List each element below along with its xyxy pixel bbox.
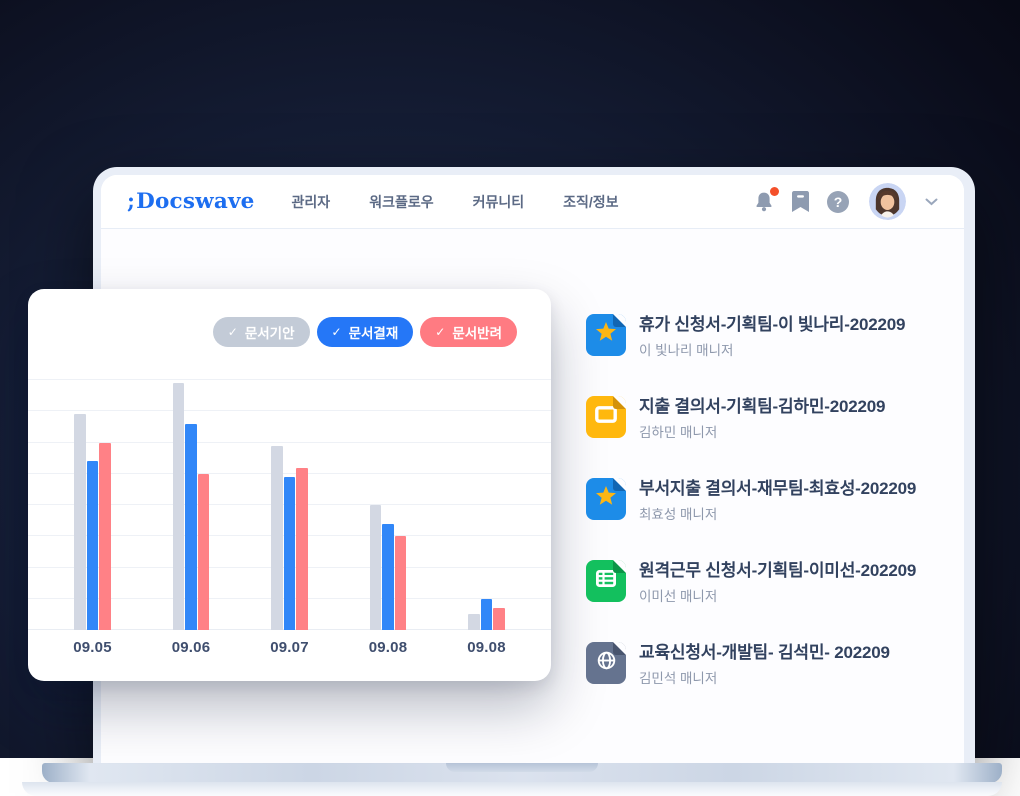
doc-title: 부서지출 결의서-재무팀-최효성-202209 [639, 479, 917, 498]
legend-pill-1[interactable]: ✓ 문서결재 [316, 317, 414, 347]
x-tick-label: 09.06 [171, 639, 211, 656]
chart-x-axis-labels: 09.05 09.06 09.07 09.08 09.08 [28, 639, 551, 656]
gridline-70 [28, 410, 551, 412]
bar-groups [28, 380, 551, 630]
bar-문서기안 [468, 614, 480, 630]
bar-group-09.08 [369, 505, 407, 630]
svg-text:?: ? [834, 194, 843, 210]
recent-documents-list: 휴가 신청서-기획팀-이 빛나리-202209 이 빛나리 매니저 지출 결의서… [586, 314, 956, 687]
bar-chart-plot [28, 379, 551, 630]
x-tick-label: 09.08 [368, 639, 408, 656]
doc-list-item[interactable]: 지출 결의서-기획팀-김하민-202209 김하민 매니저 [586, 396, 956, 441]
doc-title: 지출 결의서-기획팀-김하민-202209 [639, 397, 886, 416]
doc-subtitle: 김하민 매니저 [639, 425, 718, 440]
slides-doc-icon [586, 396, 626, 438]
logo-text: Docswave [136, 189, 255, 214]
bookmark-icon[interactable] [792, 191, 809, 212]
check-icon: ✓ [227, 325, 238, 339]
bar-문서결재 [185, 423, 197, 630]
bar-문서반려 [493, 608, 505, 630]
gridline-50 [28, 472, 551, 474]
doc-list-item[interactable]: 교육신청서-개발팀- 김석민- 202209 김민석 매니저 [586, 642, 956, 687]
doc-subtitle: 최효성 매니저 [639, 507, 718, 522]
bar-문서기안 [74, 414, 86, 630]
bar-group-09.06 [172, 383, 210, 630]
doc-title: 원격근무 신청서-기획팀-이미선-202209 [639, 561, 917, 580]
starred-doc-icon [586, 314, 626, 356]
bar-문서기안 [172, 383, 184, 630]
doc-list-item[interactable]: 원격근무 신청서-기획팀-이미선-202209 이미선 매니저 [586, 560, 956, 605]
bar-문서기안 [369, 505, 381, 630]
document-stats-chart-card: ✓ 문서기안 ✓ 문서결재 ✓ 문서반려 09.05 09.06 09.07 09.0… [28, 289, 551, 681]
docswave-logo[interactable]: ; Docswave [127, 189, 255, 214]
nav-item-1[interactable]: 워크플로우 [369, 193, 434, 210]
check-icon: ✓ [331, 325, 342, 339]
doc-subtitle: 이 빛나리 매니저 [639, 343, 734, 358]
bar-문서결재 [86, 461, 98, 630]
bar-문서기안 [271, 445, 283, 630]
x-tick-label: 09.05 [73, 639, 112, 656]
doc-subtitle: 김민석 매니저 [639, 671, 718, 686]
doc-title: 휴가 신청서-기획팀-이 빛나리-202209 [639, 315, 906, 334]
legend-pill-0[interactable]: ✓ 문서기안 [212, 317, 310, 347]
app-header: ; Docswave 관리자 워크플로우 커뮤니티 조직/정보 [101, 175, 964, 229]
chevron-down-icon[interactable] [925, 193, 938, 211]
notification-dot [770, 187, 779, 196]
globe-doc-icon [586, 642, 626, 684]
bar-문서결재 [382, 523, 394, 630]
check-icon: ✓ [435, 325, 446, 339]
starred-doc-icon [586, 478, 626, 520]
chart-legend: ✓ 문서기안 ✓ 문서결재 ✓ 문서반려 [212, 317, 517, 347]
legend-pill-2[interactable]: ✓ 문서반려 [420, 317, 517, 347]
laptop-base-notch [446, 763, 598, 772]
header-actions: ? [753, 183, 938, 220]
user-avatar[interactable] [869, 183, 906, 220]
bar-group-09.07 [271, 445, 308, 630]
nav-item-3[interactable]: 조직/정보 [563, 193, 619, 210]
bar-group-09.05 [74, 414, 111, 630]
laptop-base [42, 763, 1002, 783]
notification-bell-icon[interactable] [753, 187, 779, 213]
logo-mark: ; [127, 189, 136, 214]
nav-item-0[interactable]: 관리자 [291, 193, 331, 210]
gridline-80 [28, 379, 551, 380]
bar-문서반려 [296, 467, 308, 630]
gridline-60 [28, 441, 551, 443]
main-nav: 관리자 워크플로우 커뮤니티 조직/정보 [292, 192, 619, 212]
bar-문서결재 [283, 476, 295, 630]
bar-문서반려 [197, 473, 209, 630]
bar-문서반려 [99, 442, 111, 630]
bar-group-09.08 [468, 598, 505, 630]
bar-문서결재 [480, 598, 492, 630]
x-tick-label: 09.07 [270, 639, 309, 656]
doc-title: 교육신청서-개발팀- 김석민- 202209 [639, 643, 890, 662]
doc-subtitle: 이미선 매니저 [639, 589, 718, 604]
bar-문서반려 [394, 536, 406, 630]
doc-list-item[interactable]: 부서지출 결의서-재무팀-최효성-202209 최효성 매니저 [586, 478, 956, 523]
sheet-doc-icon [586, 560, 626, 602]
doc-list-item[interactable]: 휴가 신청서-기획팀-이 빛나리-202209 이 빛나리 매니저 [586, 314, 956, 359]
nav-item-2[interactable]: 커뮤니티 [472, 193, 525, 210]
laptop-base-front [22, 782, 1002, 796]
x-tick-label: 09.08 [467, 639, 506, 656]
help-icon[interactable]: ? [826, 190, 850, 214]
